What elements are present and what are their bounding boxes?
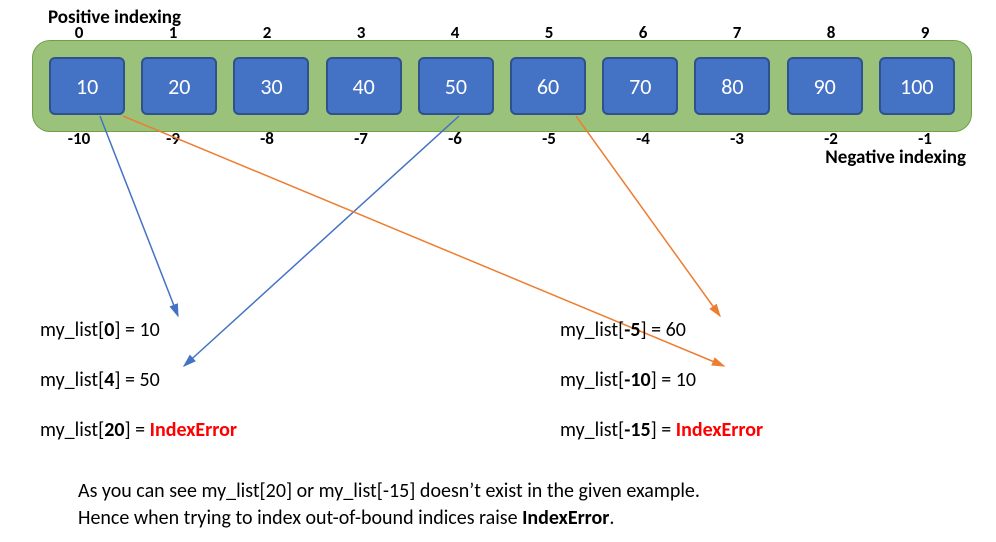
list-cell: 10: [49, 57, 125, 115]
negative-index-row: -10-9-8-7-6-5-4-3-2-1: [32, 128, 972, 149]
list-cell: 60: [510, 57, 586, 115]
index-label: -9: [126, 128, 220, 149]
index-label: -10: [32, 128, 126, 149]
index-label: -2: [784, 128, 878, 149]
arrow-line: [184, 116, 459, 366]
index-label: -5: [502, 128, 596, 149]
indexing-example: my_list[4] = 50: [40, 368, 160, 392]
explanation-note: As you can see my_list[20] or my_list[-1…: [78, 478, 700, 532]
index-label: -8: [220, 128, 314, 149]
indexing-example: my_list[-15] = IndexError: [560, 418, 763, 442]
list-cell: 90: [787, 57, 863, 115]
list-cell: 70: [602, 57, 678, 115]
index-label: -7: [314, 128, 408, 149]
list-cell: 30: [233, 57, 309, 115]
list-cell: 40: [326, 57, 402, 115]
index-label: -6: [408, 128, 502, 149]
list-cell: 80: [694, 57, 770, 115]
indexing-example: my_list[-5] = 60: [560, 318, 686, 342]
list-cell: 20: [141, 57, 217, 115]
note-line1: As you can see my_list[20] or my_list[-1…: [78, 479, 700, 503]
note-indexerror: IndexError: [522, 506, 609, 530]
index-label: -3: [690, 128, 784, 149]
indexing-example: my_list[20] = IndexError: [40, 418, 237, 442]
list-container: 10 20 30 40 50 60 70 80 90 100: [32, 40, 972, 132]
indexing-example: my_list[0] = 10: [40, 318, 160, 342]
negative-indexing-title: Negative indexing: [825, 146, 966, 169]
list-cell: 50: [418, 57, 494, 115]
note-line2c: .: [609, 506, 614, 530]
index-label: -4: [596, 128, 690, 149]
indexing-example: my_list[-10] = 10: [560, 368, 696, 392]
note-line2a: Hence when trying to index out-of-bound …: [78, 506, 522, 530]
index-label: -1: [878, 128, 972, 149]
list-cell: 100: [879, 57, 955, 115]
